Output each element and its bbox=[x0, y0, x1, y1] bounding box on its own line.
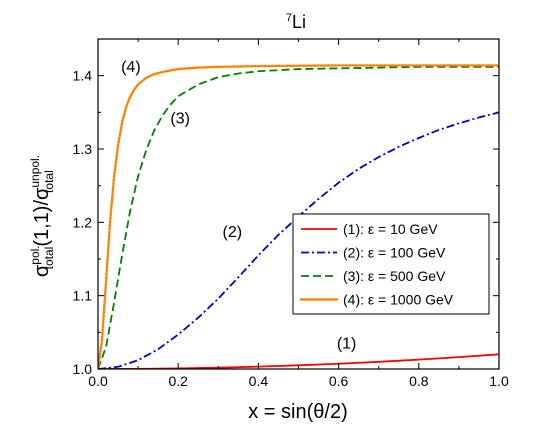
x-tick-label: 0.8 bbox=[409, 373, 429, 389]
x-tick-label: 0.0 bbox=[88, 373, 108, 389]
y-tick-label: 1.1 bbox=[73, 288, 93, 304]
y-tick-label: 1.2 bbox=[73, 214, 93, 230]
curve-annotation-4: (1) bbox=[337, 335, 357, 352]
legend: (1): ε = 10 GeV (2): ε = 100 GeV (3): ε = … bbox=[292, 213, 490, 315]
x-tick-label: 1.0 bbox=[489, 373, 509, 389]
legend-label-2: (2): ε = 100 GeV bbox=[343, 245, 446, 261]
legend-label-1: (1): ε = 10 GeV bbox=[343, 221, 438, 237]
legend-label-4: (4): ε = 1000 GeV bbox=[343, 292, 454, 308]
title-superscript: 7 bbox=[286, 12, 292, 24]
x-tick-label: 0.4 bbox=[249, 373, 269, 389]
chart-title: 7Li bbox=[286, 12, 306, 32]
y-label-sigma-2: σ bbox=[31, 187, 53, 200]
y-label-sup-1: pol. bbox=[28, 245, 42, 264]
curve-annotation-1: (4) bbox=[121, 59, 141, 76]
curve-annotation-2: (3) bbox=[170, 110, 190, 127]
title-main: Li bbox=[292, 12, 306, 32]
legend-label-3: (3): ε = 500 GeV bbox=[343, 268, 446, 284]
y-axis-label: σpol.total(1,1)/σunpol.total bbox=[28, 155, 56, 277]
legend-box bbox=[292, 213, 490, 315]
x-tick-label: 0.6 bbox=[329, 373, 349, 389]
y-label-sub-2: total bbox=[42, 170, 56, 193]
y-label-sub-1: total bbox=[42, 247, 56, 270]
y-tick-label: 1.3 bbox=[73, 141, 93, 157]
y-tick-label: 1.0 bbox=[73, 361, 93, 377]
x-tick-label: 0.2 bbox=[168, 373, 188, 389]
y-label-sigma-1: σ bbox=[31, 264, 53, 277]
y-tick-label: 1.4 bbox=[73, 68, 93, 84]
series-line-4 bbox=[98, 64, 499, 369]
plot-frame bbox=[97, 38, 500, 370]
y-label-mid: (1,1)/ bbox=[31, 200, 53, 247]
curve-annotation-3: (2) bbox=[223, 224, 243, 241]
axes: 0.0 0.2 0.4 0.6 0.8 1.0 1.0 1.1 1.2 1.3 1.4 bbox=[73, 38, 509, 389]
y-label-sup-2: unpol. bbox=[28, 155, 42, 188]
x-axis-label: x = sin(θ/2) bbox=[248, 401, 347, 423]
